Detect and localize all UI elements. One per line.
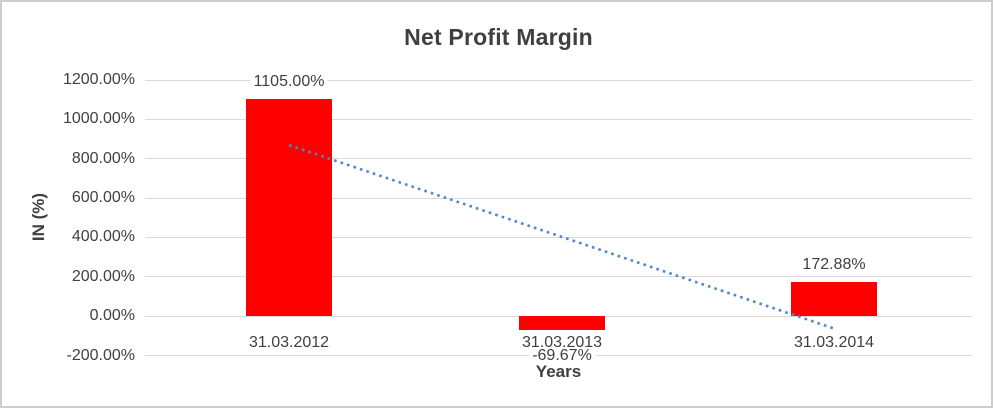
- y-tick-label: 0.00%: [89, 307, 135, 325]
- category-label: 31.03.2014: [793, 334, 875, 351]
- y-tick-label: 600.00%: [71, 189, 135, 207]
- gridline: [145, 118, 972, 120]
- bar-data-label: 1105.00%: [250, 72, 328, 91]
- x-axis-title: Years: [535, 362, 582, 381]
- bar-31.03.2013: [519, 316, 605, 330]
- gridline: [145, 79, 972, 81]
- category-label: 31.03.2013: [521, 334, 603, 351]
- y-tick-label: 400.00%: [71, 228, 135, 246]
- bar-31.03.2012: [246, 98, 332, 317]
- bar-31.03.2014: [791, 282, 877, 317]
- y-tick-label: 800.00%: [71, 149, 135, 167]
- y-tick-label: -200.00%: [66, 346, 136, 364]
- y-tick-label: 1200.00%: [62, 71, 135, 88]
- category-label: 31.03.2012: [248, 334, 330, 351]
- y-tick-label: 200.00%: [71, 267, 135, 285]
- bar-data-label: -69.67%: [529, 346, 595, 365]
- bar-data-label: 172.88%: [799, 256, 869, 275]
- y-tick-label: 1000.00%: [62, 110, 135, 128]
- chart-title: Net Profit Margin: [404, 24, 593, 50]
